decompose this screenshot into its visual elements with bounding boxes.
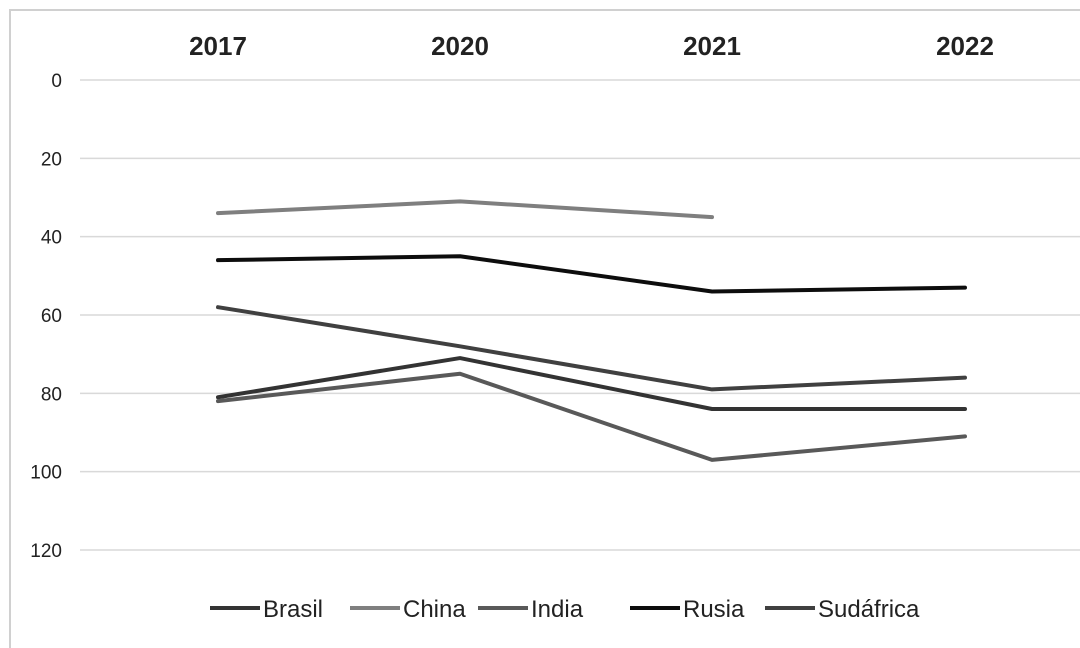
legend-item: India: [478, 596, 584, 623]
legend-item: Rusia: [630, 596, 745, 623]
y-tick-label: 20: [41, 149, 62, 170]
y-axis-ticks: 0 20 40 60 80 100 120: [30, 71, 62, 562]
chart-border: [9, 9, 1080, 648]
legend: Brasil China India Rusia Sudáfrica: [210, 596, 920, 623]
y-tick-label: 40: [41, 228, 62, 249]
x-tick-label: 2022: [936, 31, 994, 61]
x-axis-ticks: 2017 2020 2021 2022: [189, 31, 994, 61]
x-tick-label: 2017: [189, 31, 247, 61]
y-tick-label: 100: [30, 463, 62, 484]
legend-item: China: [350, 596, 466, 623]
y-tick-label: 80: [41, 384, 62, 405]
y-tick-label: 120: [30, 541, 62, 562]
legend-label: Rusia: [683, 596, 745, 623]
series-line-india: [216, 371, 967, 462]
series-lines: [216, 199, 967, 462]
x-tick-label: 2021: [683, 31, 741, 61]
y-tick-label: 0: [51, 71, 62, 92]
series-line-brasil: [216, 356, 967, 411]
legend-label: Brasil: [263, 596, 323, 623]
legend-item: Sudáfrica: [765, 596, 920, 623]
legend-label: Sudáfrica: [818, 596, 920, 623]
series-line-rusia: [216, 254, 967, 294]
legend-item: Brasil: [210, 596, 323, 623]
x-tick-label: 2020: [431, 31, 489, 61]
series-line-china: [216, 199, 714, 220]
y-tick-label: 60: [41, 306, 62, 327]
legend-label: China: [403, 596, 466, 623]
series-line-sudáfrica: [216, 305, 967, 392]
legend-label: India: [531, 596, 584, 623]
